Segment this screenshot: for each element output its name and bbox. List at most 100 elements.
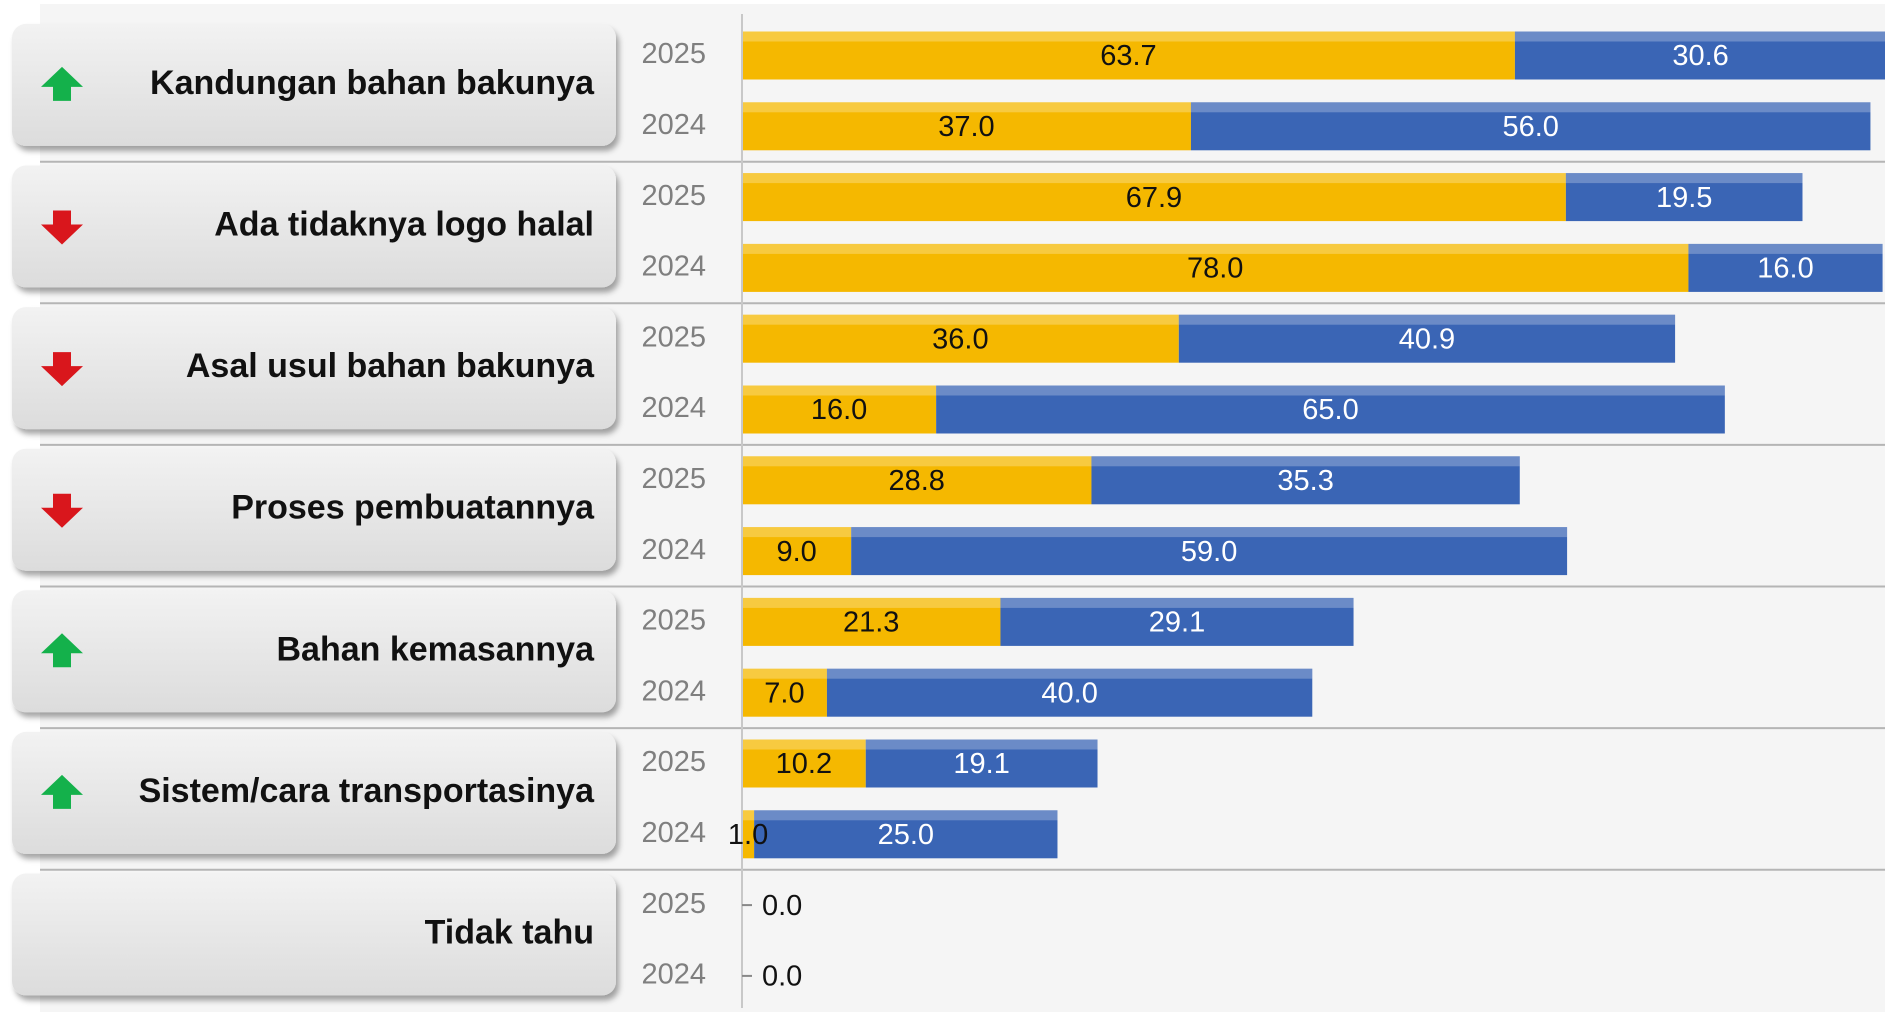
bars	[742, 31, 1885, 859]
value-label: 7.0	[764, 677, 804, 709]
chart-layer: Kandungan bahan bakunya Ada tidaknya logo…	[12, 14, 1885, 1008]
bar-segment	[865, 739, 1098, 788]
year-label: 2024	[641, 109, 706, 141]
bar-segment	[742, 385, 937, 434]
bar-segment	[742, 668, 827, 717]
bar-segment	[742, 173, 1566, 222]
trend-arrow-up	[41, 66, 83, 101]
bar-segment	[742, 597, 1001, 646]
value-label: 16.0	[1757, 253, 1813, 285]
year-label: 2025	[641, 321, 706, 353]
bar-segment	[851, 527, 1568, 576]
bar-shine	[1000, 597, 1354, 608]
bar-segment	[742, 102, 1191, 151]
bar-shine	[1190, 102, 1871, 113]
trend-arrow-down	[41, 352, 83, 387]
bar-shine	[826, 668, 1313, 679]
year-label: 2024	[641, 534, 706, 566]
value-label: 67.9	[1126, 182, 1182, 214]
category-label: Sistem/cara transportasinya	[139, 772, 596, 810]
bar-segment	[742, 31, 1515, 80]
bar-shine	[742, 597, 1001, 608]
bar-shine	[1565, 173, 1803, 184]
bar-shine	[742, 456, 1092, 467]
value-label: 21.3	[843, 607, 899, 639]
trend-arrow-up	[41, 774, 83, 809]
value-label: 0.0	[762, 961, 802, 993]
category-label: Kandungan bahan bakunya	[150, 64, 595, 102]
bar-shine	[742, 173, 1566, 184]
value-label: 40.9	[1399, 323, 1455, 355]
bar-shine	[754, 810, 1058, 821]
year-label: 2024	[641, 392, 706, 424]
value-label: 1.0	[728, 819, 768, 851]
bar-shine	[1091, 456, 1520, 467]
year-label: 2025	[641, 180, 706, 212]
bar-shine	[742, 314, 1179, 325]
bar-segment	[1190, 102, 1871, 151]
year-label: 2025	[641, 38, 706, 70]
bar-segment	[1000, 597, 1354, 646]
year-label: 2025	[641, 605, 706, 637]
bar-shine	[742, 102, 1191, 113]
value-label: 35.3	[1277, 465, 1333, 497]
year-label: 2024	[641, 251, 706, 283]
category-box	[12, 23, 616, 146]
bar-segment	[1688, 243, 1883, 292]
bar-segment	[742, 243, 1689, 292]
value-label: 28.8	[888, 465, 944, 497]
category-label: Bahan kemasannya	[277, 630, 596, 668]
value-label: 78.0	[1187, 253, 1243, 285]
trend-arrow-down	[41, 210, 83, 245]
trend-arrow-down	[41, 493, 83, 528]
bar-shine	[742, 31, 1515, 42]
bar-segment	[1514, 31, 1885, 80]
bar-shine	[936, 385, 1725, 396]
year-label: 2024	[641, 959, 706, 991]
bar-segment	[742, 314, 1179, 363]
year-label: 2025	[641, 463, 706, 495]
value-label: 9.0	[776, 536, 816, 568]
value-label: 10.2	[776, 748, 832, 780]
value-label: 59.0	[1181, 536, 1237, 568]
bar-shine	[742, 385, 937, 396]
category-box	[12, 873, 616, 996]
bar-segment	[1091, 456, 1520, 505]
value-label: 37.0	[938, 111, 994, 143]
bar-shine	[1688, 243, 1883, 254]
category-label: Asal usul bahan bakunya	[186, 347, 595, 385]
value-label: 65.0	[1302, 394, 1358, 426]
bar-segment	[754, 810, 1058, 859]
category-label: Proses pembuatannya	[231, 489, 595, 527]
bar-shine	[742, 243, 1689, 254]
bar-segment	[1178, 314, 1676, 363]
value-label: 30.6	[1672, 40, 1728, 72]
bar-shine	[742, 739, 866, 750]
bar-segment	[742, 810, 755, 859]
bar-segment	[936, 385, 1725, 434]
value-label: 0.0	[762, 890, 802, 922]
category-box	[12, 448, 616, 571]
value-label: 19.5	[1656, 182, 1712, 214]
bar-shine	[742, 527, 852, 538]
value-label: 29.1	[1149, 607, 1205, 639]
category-label: Tidak tahu	[425, 913, 594, 951]
trend-arrow-up	[41, 633, 83, 668]
value-label: 19.1	[953, 748, 1009, 780]
category-box	[12, 731, 616, 854]
bar-segment	[826, 668, 1313, 717]
value-label: 25.0	[878, 819, 934, 851]
year-label: 2024	[641, 675, 706, 707]
category-box	[12, 307, 616, 430]
value-label: 63.7	[1100, 40, 1156, 72]
bar-shine	[865, 739, 1098, 750]
bar-segment	[1565, 173, 1803, 222]
value-label: 36.0	[932, 323, 988, 355]
value-label: 16.0	[811, 394, 867, 426]
bar-shine	[742, 668, 827, 679]
category-label: Ada tidaknya logo halal	[214, 205, 594, 243]
year-label: 2025	[641, 746, 706, 778]
bar-shine	[851, 527, 1568, 538]
category-box	[12, 165, 616, 288]
